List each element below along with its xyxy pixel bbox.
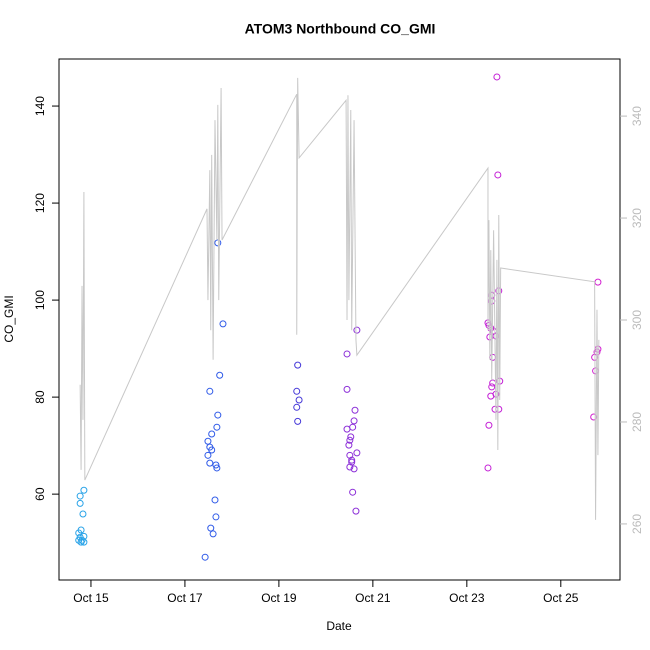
point: [206, 387, 214, 395]
point: [214, 411, 222, 419]
x-tick-label: Oct 23: [449, 591, 485, 605]
point: [219, 320, 227, 328]
x-tick-label: Oct 19: [261, 591, 297, 605]
point: [484, 464, 492, 472]
y-axis-label: CO_GMI: [2, 295, 16, 342]
point: [350, 465, 358, 473]
point: [346, 451, 354, 459]
point: [349, 488, 357, 496]
plot-frame: [58, 58, 621, 581]
line: [79, 77, 600, 520]
point: [352, 507, 360, 515]
point: [493, 73, 501, 81]
y-tick-label: 60: [33, 487, 47, 501]
point: [204, 437, 212, 445]
point: [489, 379, 497, 387]
point: [209, 530, 217, 538]
point: [214, 239, 222, 247]
y-tick-label: 80: [33, 390, 47, 404]
point: [343, 425, 351, 433]
point: [345, 441, 353, 449]
point: [213, 423, 221, 431]
point: [353, 326, 361, 334]
point: [293, 403, 301, 411]
y2-tick-label: 300: [630, 310, 644, 330]
point: [77, 538, 85, 546]
x-tick-label: Oct 15: [73, 591, 109, 605]
point: [207, 524, 215, 532]
point: [216, 371, 224, 379]
point: [76, 492, 84, 500]
chart-title: ATOM3 Northbound CO_GMI: [245, 21, 436, 37]
point: [212, 513, 220, 521]
point: [80, 532, 88, 540]
point: [293, 387, 301, 395]
point: [351, 406, 359, 414]
point: [485, 421, 493, 429]
x-axis-label: Date: [326, 619, 352, 633]
point: [594, 278, 602, 286]
point: [75, 536, 83, 544]
point: [80, 486, 88, 494]
point: [295, 396, 303, 404]
x-tick-label: Oct 21: [355, 591, 391, 605]
point: [348, 458, 356, 466]
point: [75, 529, 83, 537]
point: [349, 423, 357, 431]
point: [211, 496, 219, 504]
point: [353, 449, 361, 457]
point: [343, 385, 351, 393]
point: [294, 361, 302, 369]
point: [213, 464, 221, 472]
y2-tick-label: 280: [630, 412, 644, 432]
point: [79, 510, 87, 518]
point: [346, 436, 354, 444]
point: [204, 451, 212, 459]
point: [294, 417, 302, 425]
point: [76, 499, 84, 507]
point: [206, 459, 214, 467]
x-tick-label: Oct 25: [543, 591, 579, 605]
point: [212, 461, 220, 469]
point: [346, 463, 354, 471]
point: [347, 433, 355, 441]
point: [206, 443, 214, 451]
point: [348, 456, 356, 464]
y-tick-label: 120: [33, 193, 47, 213]
point: [488, 383, 496, 391]
point: [201, 553, 209, 561]
y2-tick-label: 260: [630, 514, 644, 534]
y-tick-label: 100: [33, 290, 47, 310]
x-tick-label: Oct 17: [167, 591, 203, 605]
point: [350, 417, 358, 425]
y-tick-label: 140: [33, 96, 47, 116]
point: [494, 171, 502, 179]
point: [343, 350, 351, 358]
point: [208, 430, 216, 438]
point: [495, 405, 503, 413]
y2-tick-label: 320: [630, 208, 644, 228]
y2-tick-label: 340: [630, 106, 644, 126]
